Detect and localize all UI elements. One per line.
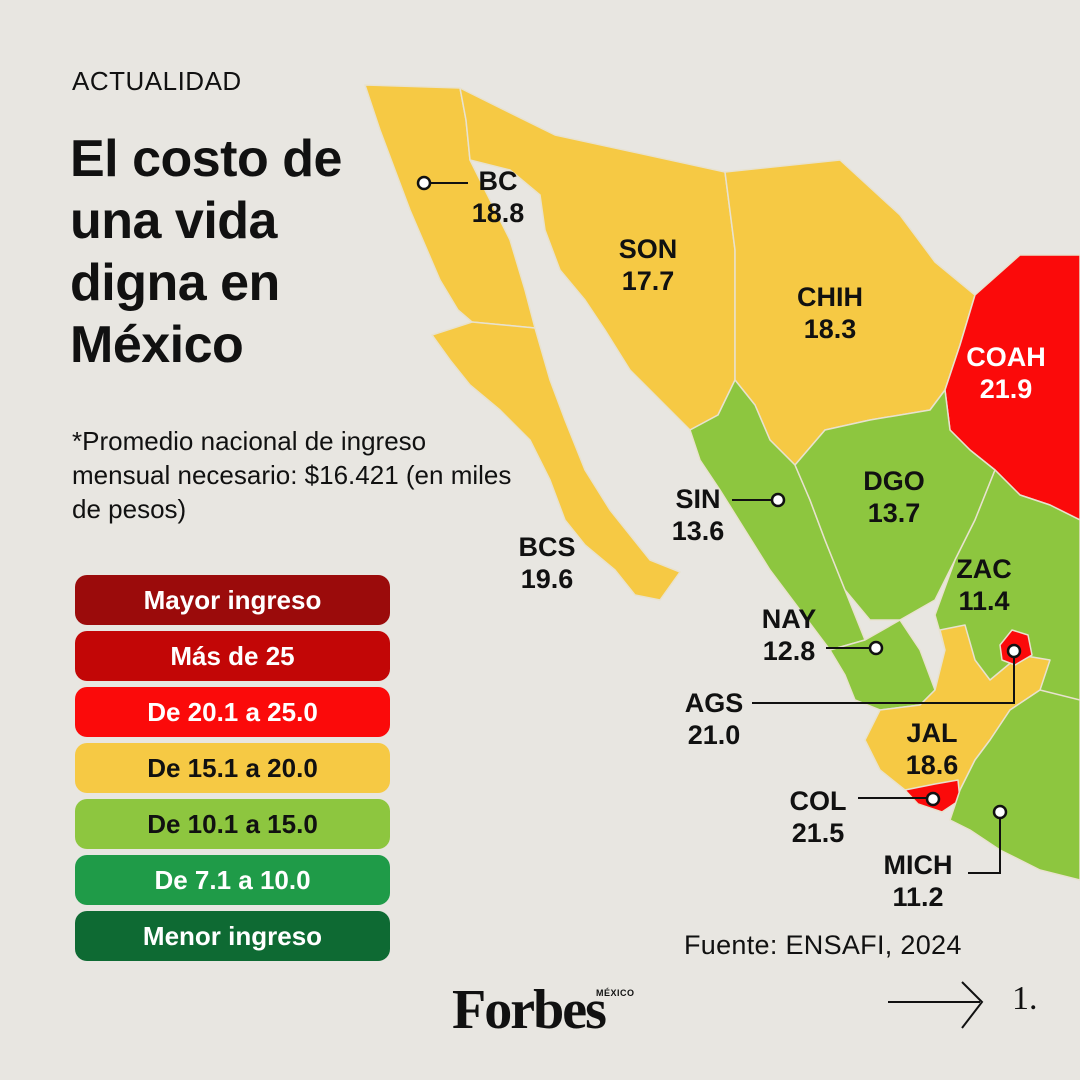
legend: Mayor ingreso Más de 25 De 20.1 a 25.0 D… [75, 575, 390, 967]
label-jal-value: 18.6 [906, 750, 959, 780]
label-sin-value: 13.6 [672, 516, 725, 546]
kicker: ACTUALIDAD [72, 66, 242, 96]
label-chih-value: 18.3 [804, 314, 857, 344]
label-sin-code: SIN [675, 484, 720, 514]
label-zac-code: ZAC [956, 554, 1012, 584]
leader-mich [968, 812, 1001, 874]
forbes-logo: Forbes [452, 979, 607, 1041]
label-ags-value: 21.0 [688, 720, 741, 750]
label-dgo-code: DGO [863, 466, 925, 496]
label-mich-value: 11.2 [892, 882, 943, 912]
state-mich [949, 689, 1080, 881]
label-zac-value: 11.4 [958, 586, 1009, 616]
label-col-value: 21.5 [792, 818, 845, 848]
forbes-logo-sub: MÉXICO [596, 988, 635, 998]
legend-item-menor: Menor ingreso [75, 911, 390, 961]
next-arrow-icon[interactable] [888, 981, 984, 1029]
legend-item-mas-25: Más de 25 [75, 631, 390, 681]
legend-item-15-20: De 15.1 a 20.0 [75, 743, 390, 793]
label-son-code: SON [619, 234, 678, 264]
label-mich-code: MICH [884, 850, 953, 880]
legend-item-20-25: De 20.1 a 25.0 [75, 687, 390, 737]
marker-col [925, 791, 941, 807]
leader-ags [752, 655, 1015, 704]
label-col-code: COL [790, 786, 847, 816]
label-bcs-code: BCS [518, 532, 575, 562]
label-nay-code: NAY [762, 604, 817, 634]
label-bc-code: BC [479, 166, 518, 196]
label-coah-code: COAH [966, 342, 1046, 372]
label-nay-value: 12.8 [763, 636, 816, 666]
legend-item-7-10: De 7.1 a 10.0 [75, 855, 390, 905]
marker-nay [868, 640, 884, 656]
label-jal-code: JAL [906, 718, 957, 748]
label-dgo-value: 13.7 [868, 498, 921, 528]
label-chih-code: CHIH [797, 282, 863, 312]
label-son-value: 17.7 [622, 266, 675, 296]
marker-mich [992, 804, 1008, 820]
state-bcs [431, 321, 681, 601]
label-bcs-value: 19.6 [521, 564, 574, 594]
label-ags-code: AGS [685, 688, 744, 718]
marker-bc [416, 175, 432, 191]
label-coah-value: 21.9 [980, 374, 1033, 404]
page-title: El costo de una vida digna en México [70, 130, 342, 374]
page-number: 1. [1012, 980, 1038, 1017]
legend-item-mayor: Mayor ingreso [75, 575, 390, 625]
marker-sin [770, 492, 786, 508]
legend-item-10-15: De 10.1 a 15.0 [75, 799, 390, 849]
national-average-note: *Promedio nacional de ingreso mensual ne… [72, 426, 512, 524]
marker-ags [1006, 643, 1022, 659]
label-bc-value: 18.8 [472, 198, 525, 228]
source-note: Fuente: ENSAFI, 2024 [684, 930, 962, 960]
